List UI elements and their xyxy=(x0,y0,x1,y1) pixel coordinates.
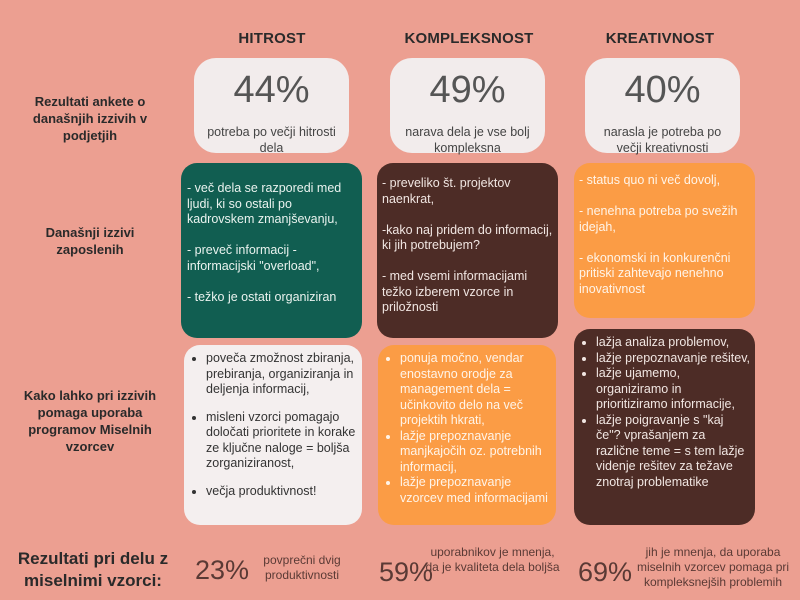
challenges-text: - status quo ni več dovolj, - nenehna po… xyxy=(579,173,738,296)
help-item: lažje prepoznavanje rešitev, xyxy=(596,351,751,367)
stat-percent: 49% xyxy=(429,69,506,111)
help-box-kompleksnost: ponuja močno, vendar enostavno orodje za… xyxy=(378,345,556,525)
help-list: poveča zmožnost zbiranja, prebiranja, or… xyxy=(186,351,358,499)
stat-card-hitrost: 44% potreba po večji hitrosti dela xyxy=(194,58,349,155)
result-text-hitrost: povprečni dvig produktivnosti xyxy=(263,553,341,582)
help-list: ponuja močno, vendar enostavno orodje za… xyxy=(380,351,552,506)
stat-description: narava dela je vse bolj kompleksna xyxy=(405,125,530,155)
result-text-kompleksnost: uporabnikov je mnenja, da je kvaliteta d… xyxy=(425,545,560,574)
column-header-kreativnost: KREATIVNOST xyxy=(605,30,715,47)
help-item: lažja analiza problemov, xyxy=(596,335,751,351)
challenges-text: - več dela se razporedi med ljudi, ki so… xyxy=(187,181,342,304)
help-item: lažje prepoznavanje vzorcev med informac… xyxy=(400,475,552,506)
help-list: lažja analiza problemov, lažje prepoznav… xyxy=(576,335,751,490)
help-item: lažje prepoznavanje manjkajočih oz. potr… xyxy=(400,429,552,476)
stat-percent: 44% xyxy=(233,69,310,111)
help-item: lažje ujamemo, organiziramo in prioritiz… xyxy=(596,366,751,413)
challenges-box-kompleksnost: - preveliko št. projektov naenkrat, -kak… xyxy=(377,163,558,338)
row-label-help: Kako lahko pri izzivih pomaga uporaba pr… xyxy=(23,388,157,454)
result-percent-kreativnost: 69% xyxy=(578,557,633,587)
stat-description: narasla je potreba po večji kreativnosti xyxy=(603,125,722,155)
challenges-text: - preveliko št. projektov naenkrat, -kak… xyxy=(382,176,553,314)
column-header-hitrost: HITROST xyxy=(238,30,306,47)
help-box-kreativnost: lažja analiza problemov, lažje prepoznav… xyxy=(574,329,755,525)
result-percent-kompleksnost: 59% xyxy=(379,557,434,587)
stat-card-kompleksnost: 49% narava dela je vse bolj kompleksna xyxy=(390,58,545,155)
help-box-hitrost: poveča zmožnost zbiranja, prebiranja, or… xyxy=(184,345,362,525)
column-header-kompleksnost: KOMPLEKSNOST xyxy=(404,30,534,47)
row-label-survey: Rezultati ankete o današnjih izzivih v p… xyxy=(32,94,148,143)
result-text-kreativnost: jih je mnenja, da uporaba miselnih vzorc… xyxy=(636,545,790,589)
row-label-results: Rezultati pri delu z miselnimi vzorci: xyxy=(17,549,169,590)
result-percent-hitrost: 23% xyxy=(195,555,250,585)
stat-description: potreba po večji hitrosti dela xyxy=(207,125,336,155)
help-item: ponuja močno, vendar enostavno orodje za… xyxy=(400,351,552,429)
help-item: lažje poigravanje s "kaj če"? vprašanjem… xyxy=(596,413,751,491)
stat-card-kreativnost: 40% narasla je potreba po večji kreativn… xyxy=(585,58,740,155)
challenges-box-kreativnost: - status quo ni več dovolj, - nenehna po… xyxy=(574,163,755,318)
stat-percent: 40% xyxy=(624,69,701,111)
help-item: poveča zmožnost zbiranja, prebiranja, or… xyxy=(206,351,358,398)
help-item: večja produktivnost! xyxy=(206,484,358,500)
row-label-challenges: Današnji izzivi zaposlenih xyxy=(45,225,135,257)
challenges-box-hitrost: - več dela se razporedi med ljudi, ki so… xyxy=(181,163,362,338)
help-item: misleni vzorci pomagajo določati priorit… xyxy=(206,410,358,472)
